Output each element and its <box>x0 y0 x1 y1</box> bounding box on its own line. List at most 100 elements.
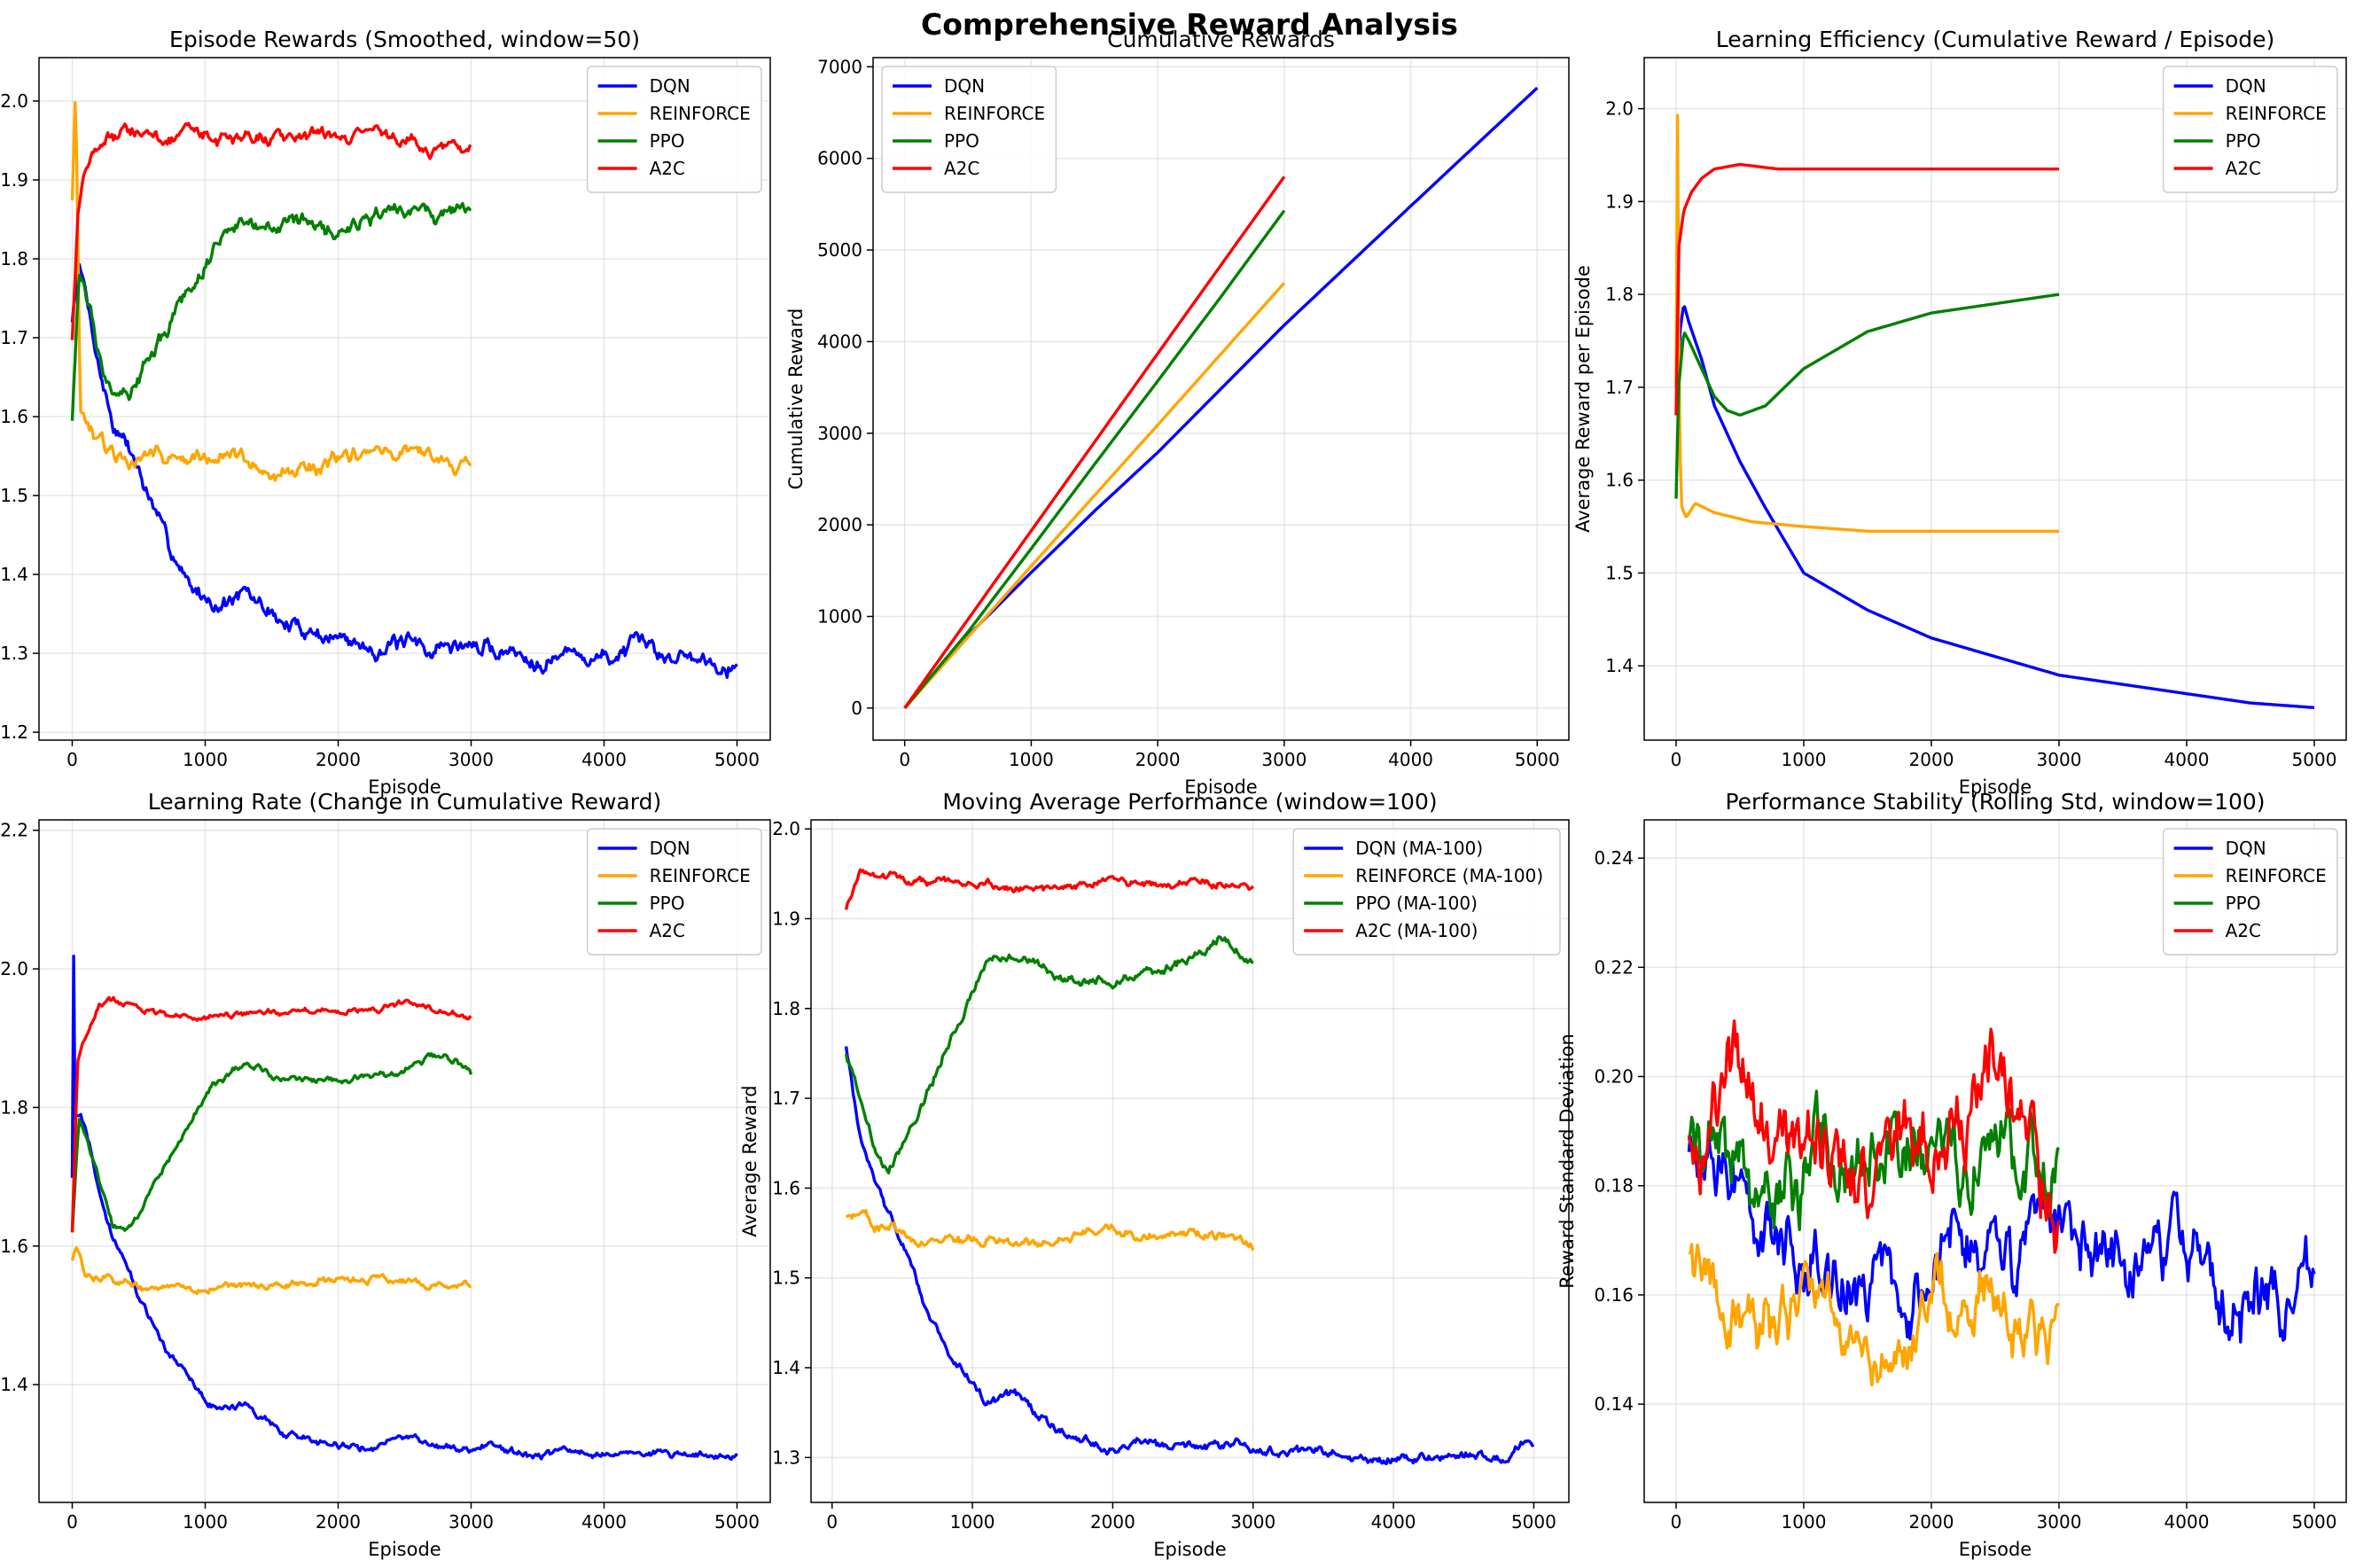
series-line-a2c <box>1674 162 2060 416</box>
legend-label: A2C <box>650 158 685 179</box>
y-tick-label: 0.16 <box>1594 1284 1634 1306</box>
x-tick-label: 3000 <box>2037 749 2082 770</box>
x-tick-label: 4000 <box>2164 1511 2210 1533</box>
y-tick-label: 4000 <box>817 331 862 352</box>
x-tick-label: 2000 <box>1090 1511 1135 1533</box>
x-tick-label: 0 <box>66 1511 78 1533</box>
x-tick-label: 5000 <box>2292 1511 2337 1533</box>
series-line-ppo <box>1674 293 2060 499</box>
y-axis-label: Average Reward <box>739 1085 760 1236</box>
y-tick-label: 1.4 <box>0 564 28 585</box>
legend-label: A2C <box>2226 920 2261 941</box>
y-tick-label: 1.4 <box>772 1357 800 1378</box>
x-tick-label: 0 <box>826 1511 838 1533</box>
y-tick-label: 1.4 <box>0 1374 28 1395</box>
x-tick-label: 1000 <box>1782 1511 1827 1533</box>
plot-frame <box>1643 57 2347 741</box>
x-tick-label: 4000 <box>581 1511 627 1533</box>
series-line-reinforce <box>70 1245 472 1296</box>
legend-label: DQN <box>2226 838 2266 859</box>
subplot-1: 0 1000 2000 3000 4000 5000 1.2 1.3 1.4 1.5 1.6 1.7 1… <box>0 27 771 798</box>
x-tick-label: 1000 <box>1782 749 1827 770</box>
x-tick-label: 4000 <box>581 749 627 770</box>
x-tick-label: 2000 <box>1909 1511 1954 1533</box>
y-tick-label: 1.8 <box>0 248 28 269</box>
series-line-reinforce <box>1688 1243 2060 1387</box>
legend-label: DQN <box>2226 75 2266 97</box>
series-line-reinforce <box>1674 113 2060 533</box>
series-line-a2c <box>70 121 472 340</box>
legend-box <box>881 66 1057 193</box>
series-line-reinforce <box>846 1208 1255 1252</box>
legend-label: PPO <box>2226 893 2261 914</box>
y-tick-label: 2.0 <box>0 90 28 112</box>
y-tick-label: 2.0 <box>772 818 800 839</box>
y-tick-label: 1.7 <box>1605 377 1634 398</box>
x-tick-label: 2000 <box>316 1511 361 1533</box>
y-tick-label: 1.7 <box>772 1088 800 1109</box>
plot-frame <box>38 819 771 1503</box>
subplot-title: Moving Average Performance (window=100) <box>942 789 1437 815</box>
legend-label: PPO <box>650 130 685 152</box>
x-tick-label: 3000 <box>1261 749 1306 770</box>
x-axis-label: Episode <box>368 776 441 798</box>
y-tick-label: 1.4 <box>1605 655 1634 676</box>
x-tick-label: 5000 <box>2292 749 2337 770</box>
legend: DQN REINFORCE PPO A2C <box>586 828 762 956</box>
x-axis-label: Episode <box>1959 776 2032 798</box>
legend-label: A2C (MA-100) <box>1355 920 1478 941</box>
y-tick-label: 1.6 <box>0 1236 28 1257</box>
y-tick-label: 1.3 <box>772 1447 800 1468</box>
y-tick-label: 3000 <box>817 423 862 444</box>
x-axis-label: Episode <box>1153 1539 1226 1560</box>
x-tick-label: 2000 <box>1909 749 1954 770</box>
series-line-a2c <box>1687 1019 2061 1254</box>
y-tick-label: 0 <box>851 698 862 719</box>
series-line-a2c <box>844 868 1255 910</box>
x-tick-label: 2000 <box>1135 749 1181 770</box>
series-line-dqn <box>70 262 738 679</box>
y-tick-label: 1.8 <box>1605 284 1634 305</box>
legend-label: A2C <box>2226 158 2261 179</box>
legend-label: REINFORCE <box>2226 103 2327 124</box>
y-tick-label: 1.8 <box>0 1096 28 1118</box>
legend: DQN REINFORCE PPO A2C <box>2162 828 2338 956</box>
x-tick-label: 3000 <box>1230 1511 1275 1533</box>
legend-box <box>1292 828 1561 956</box>
series-line-dqn <box>70 954 738 1462</box>
legend-label: DQN (MA-100) <box>1355 838 1483 859</box>
y-tick-label: 1.5 <box>772 1268 800 1289</box>
legend-label: A2C <box>944 158 979 179</box>
figure-title: Comprehensive Reward Analysis <box>921 7 1458 42</box>
series-group <box>903 86 1539 709</box>
legend-box <box>586 828 762 956</box>
x-tick-label: 0 <box>1671 749 1682 770</box>
subplot-title: Cumulative Rewards <box>1107 27 1335 52</box>
subplot-4: 0 1000 2000 3000 4000 5000 1.4 1.6 1.8 2.0 2.2 Lear… <box>0 789 771 1560</box>
y-tick-label: 0.22 <box>1594 956 1634 978</box>
x-tick-label: 5000 <box>1515 749 1560 770</box>
y-tick-label: 2.2 <box>0 820 28 841</box>
series-group <box>70 954 738 1462</box>
y-tick-label: 1.5 <box>0 485 28 506</box>
y-tick-label: 0.20 <box>1594 1066 1634 1088</box>
y-tick-label: 6000 <box>817 148 862 169</box>
x-tick-label: 4000 <box>2164 749 2210 770</box>
x-axis-label: Episode <box>368 1539 441 1560</box>
y-tick-label: 2.0 <box>1605 98 1634 120</box>
x-tick-label: 3000 <box>448 1511 494 1533</box>
legend-label: REINFORCE (MA-100) <box>1355 865 1543 886</box>
legend: DQN REINFORCE PPO A2C <box>881 66 1057 193</box>
legend-label: PPO (MA-100) <box>1355 893 1478 914</box>
subplot-5: 0 1000 2000 3000 4000 5000 1.3 1.4 1.5 1.6 1.7 1.8 1… <box>739 789 1570 1560</box>
y-tick-label: 2.0 <box>0 958 28 979</box>
series-line-ppo <box>70 201 472 421</box>
y-tick-label: 1.9 <box>1605 191 1634 212</box>
series-group <box>70 100 738 679</box>
y-tick-label: 0.24 <box>1594 847 1634 869</box>
plot-frame <box>872 57 1570 741</box>
series-line-a2c <box>903 176 1286 709</box>
x-tick-label: 0 <box>899 749 910 770</box>
y-tick-label: 1.9 <box>0 169 28 191</box>
